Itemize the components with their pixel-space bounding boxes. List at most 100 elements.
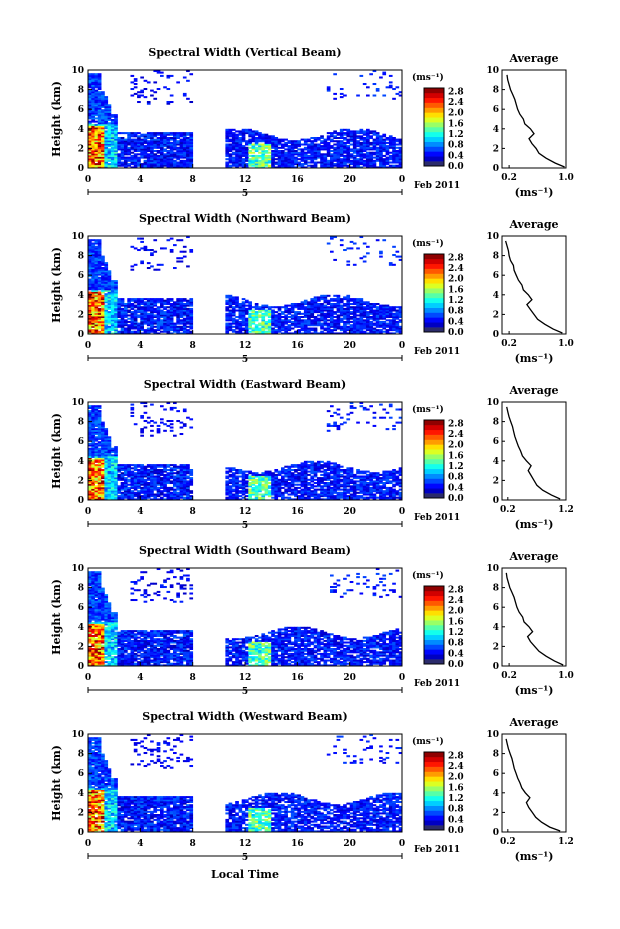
heatmap-cell — [323, 322, 328, 325]
heatmap-cell — [156, 311, 161, 314]
heatmap-cell — [182, 480, 187, 483]
heatmap-cell — [169, 317, 174, 320]
heatmap-cell — [251, 158, 256, 161]
heatmap-cell — [104, 491, 109, 494]
heatmap-cell — [251, 490, 256, 493]
heatmap-cell — [107, 159, 112, 162]
heatmap-cell — [372, 309, 377, 312]
heatmap-cell — [120, 327, 125, 330]
heatmap-cell — [186, 486, 190, 489]
heatmap-cell — [245, 473, 249, 476]
heatmap-cell — [382, 154, 387, 157]
heatmap-cell — [179, 488, 184, 491]
heatmap-cell — [156, 464, 161, 467]
heatmap-cell — [271, 153, 275, 156]
heatmap-cell — [248, 150, 252, 153]
heatmap-cell — [189, 143, 194, 146]
heatmap-cell — [385, 325, 390, 328]
heatmap-cell — [382, 325, 387, 328]
heatmap-cell — [388, 311, 393, 314]
heatmap-cell — [271, 143, 275, 146]
heatmap-cell — [173, 469, 177, 472]
heatmap-cell — [294, 166, 298, 169]
heatmap-cell — [369, 317, 373, 320]
heatmap-cell — [107, 130, 112, 133]
heatmap-cell — [356, 324, 360, 327]
heatmap-cell — [248, 319, 252, 322]
heatmap-cell — [294, 161, 298, 164]
heatmap-cell — [231, 317, 236, 320]
heatmap-cell — [179, 299, 184, 302]
heatmap-cell — [385, 86, 390, 89]
heatmap-cell — [366, 301, 370, 304]
heatmap-cell — [91, 436, 95, 439]
heatmap-cell — [88, 421, 92, 424]
heatmap-cell — [274, 316, 279, 319]
heatmap-cell — [150, 319, 154, 322]
heatmap-cell — [313, 298, 318, 301]
heatmap-cell — [107, 283, 112, 286]
heatmap-cell — [156, 480, 161, 483]
heatmap-cell — [150, 472, 154, 475]
heatmap-cell — [173, 480, 177, 483]
heatmap-cell — [127, 317, 131, 320]
heatmap-cell — [91, 166, 95, 169]
heatmap-cell — [235, 469, 239, 472]
heatmap-cell — [104, 286, 109, 289]
heatmap-cell — [245, 319, 249, 322]
heatmap-cell — [238, 316, 243, 319]
heatmap-cell — [307, 150, 311, 153]
heatmap-cell — [153, 301, 158, 304]
heatmap-cell — [300, 324, 305, 327]
heatmap-cell — [251, 480, 256, 483]
heatmap-cell — [310, 151, 315, 154]
heatmap-cell — [88, 255, 92, 258]
heatmap-cell — [277, 327, 282, 330]
colorbar-tick-label: 0.8 — [448, 141, 464, 151]
heatmap-cell — [176, 257, 180, 260]
heatmap-cell — [372, 130, 377, 133]
heatmap-cell — [104, 431, 109, 434]
heatmap-cell — [94, 239, 99, 242]
heatmap-cell — [91, 146, 95, 149]
heatmap-cell — [143, 140, 148, 143]
heatmap-cell — [140, 240, 144, 243]
heatmap-cell — [117, 161, 122, 164]
heatmap-cell — [281, 325, 285, 328]
heatmap-cell — [124, 491, 128, 494]
heatmap-cell — [114, 320, 118, 323]
heatmap-cell — [143, 332, 148, 335]
heatmap-cell — [143, 312, 148, 315]
heatmap-cell — [104, 332, 109, 335]
heatmap-cell — [173, 306, 177, 309]
heatmap-cell — [274, 154, 279, 157]
heatmap-cell — [88, 73, 92, 76]
heatmap-cell — [264, 159, 269, 162]
heatmap-cell — [369, 325, 373, 328]
heatmap-cell — [274, 151, 279, 154]
heatmap-cell — [176, 132, 180, 135]
heatmap-cell — [160, 478, 164, 481]
heatmap-cell — [117, 478, 122, 481]
heatmap-cell — [300, 143, 305, 146]
heatmap-cell — [88, 459, 92, 462]
heatmap-cell — [88, 146, 92, 149]
heatmap-cell — [143, 298, 148, 301]
heatmap-cell — [261, 320, 266, 323]
heatmap-cell — [336, 154, 341, 157]
heatmap-cell — [101, 138, 105, 141]
heatmap-cell — [97, 316, 102, 319]
heatmap-cell — [189, 472, 194, 475]
heatmap-cell — [140, 467, 144, 470]
heatmap-cell — [104, 442, 109, 445]
heatmap-cell — [398, 258, 403, 261]
heatmap-cell — [169, 473, 174, 476]
heatmap-cell — [104, 306, 109, 309]
heatmap-cell — [173, 143, 177, 146]
heatmap-cell — [333, 164, 337, 167]
heatmap-cell — [97, 324, 102, 327]
heatmap-cell — [186, 141, 190, 144]
heatmap-cell — [359, 74, 364, 77]
heatmap-cell — [228, 299, 233, 302]
heatmap-cell — [104, 472, 109, 475]
